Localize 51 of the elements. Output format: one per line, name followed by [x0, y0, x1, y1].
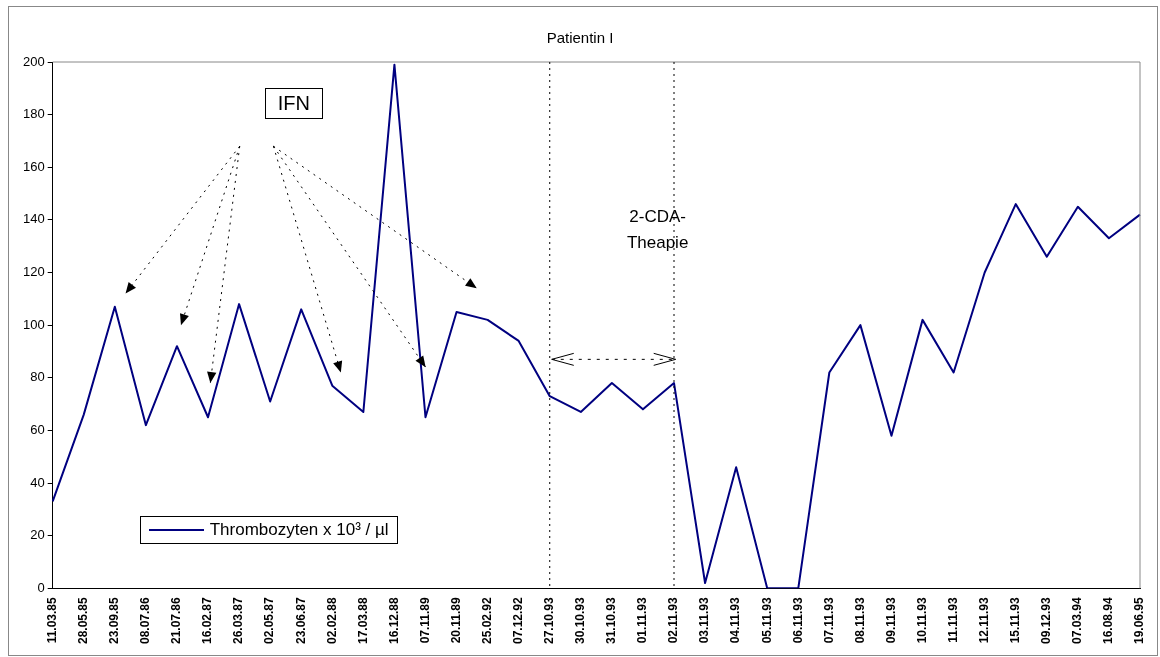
x-tick-label: 01.11.93	[635, 596, 650, 644]
x-tick-label: 05.11.93	[759, 596, 774, 644]
x-tick-label: 27.10.93	[542, 596, 557, 645]
y-tick-label: 60	[30, 421, 45, 437]
x-tick-label: 09.12.93	[1039, 596, 1054, 645]
x-tick-label: 12.11.93	[976, 596, 991, 644]
x-tick-label: 08.07.86	[138, 596, 153, 645]
x-tick-label: 08.11.93	[852, 596, 867, 644]
x-tick-label: 09.11.93	[883, 596, 898, 644]
x-tick-label: 16.08.94	[1101, 596, 1116, 645]
x-tick-label: 19.06.95	[1132, 596, 1147, 645]
x-tick-label: 25.02.92	[479, 596, 494, 645]
x-tick-label: 02.02.88	[324, 596, 339, 645]
x-tick-label: 28.05.85	[76, 596, 91, 645]
y-tick-label: 160	[22, 158, 45, 174]
annotation: IFN	[264, 88, 323, 120]
x-tick-label: 04.11.93	[728, 596, 743, 644]
x-tick-label: 23.09.85	[107, 596, 122, 645]
x-tick-label: 11.11.93	[945, 596, 960, 643]
x-tick-label: 31.10.93	[604, 596, 619, 645]
y-tick-label: 40	[30, 474, 45, 490]
x-tick-label: 17.03.88	[355, 596, 370, 645]
x-tick-label: 10.11.93	[914, 596, 929, 644]
x-tick-label: 11.03.85	[45, 596, 59, 644]
y-tick-label: 200	[22, 53, 45, 69]
x-tick-label: 26.03.87	[231, 596, 246, 645]
x-tick-label: 20.11.89	[448, 596, 463, 644]
x-tick-label: 02.05.87	[262, 596, 277, 645]
x-tick-label: 30.10.93	[573, 596, 588, 645]
x-tick-label: 15.11.93	[1008, 596, 1023, 644]
y-tick-label: 0	[37, 579, 45, 595]
x-tick-label: 16.12.88	[386, 596, 401, 645]
x-tick-label: 07.03.94	[1070, 596, 1085, 645]
y-tick-label: 20	[30, 527, 45, 543]
x-tick-label: 07.12.92	[510, 596, 525, 645]
y-tick-label: 180	[22, 106, 45, 122]
x-tick-label: 02.11.93	[666, 596, 681, 644]
y-tick-label: 80	[30, 369, 45, 385]
x-tick-label: 07.11.93	[821, 596, 836, 644]
chart-title: Patientin I	[546, 29, 614, 47]
legend-label: Thrombozyten x 10³ / µl	[209, 519, 389, 540]
y-tick-label: 120	[22, 264, 45, 280]
x-tick-label: 23.06.87	[293, 596, 308, 645]
x-tick-label: 21.07.86	[169, 596, 184, 645]
y-tick-label: 140	[22, 211, 45, 227]
annotation: 2-CDA-Theapie	[625, 206, 690, 255]
y-tick-label: 100	[22, 316, 45, 332]
x-tick-label: 16.02.87	[200, 596, 215, 645]
x-tick-label: 07.11.89	[417, 596, 432, 644]
x-tick-label: 03.11.93	[697, 596, 712, 644]
x-tick-label: 06.11.93	[790, 596, 805, 644]
